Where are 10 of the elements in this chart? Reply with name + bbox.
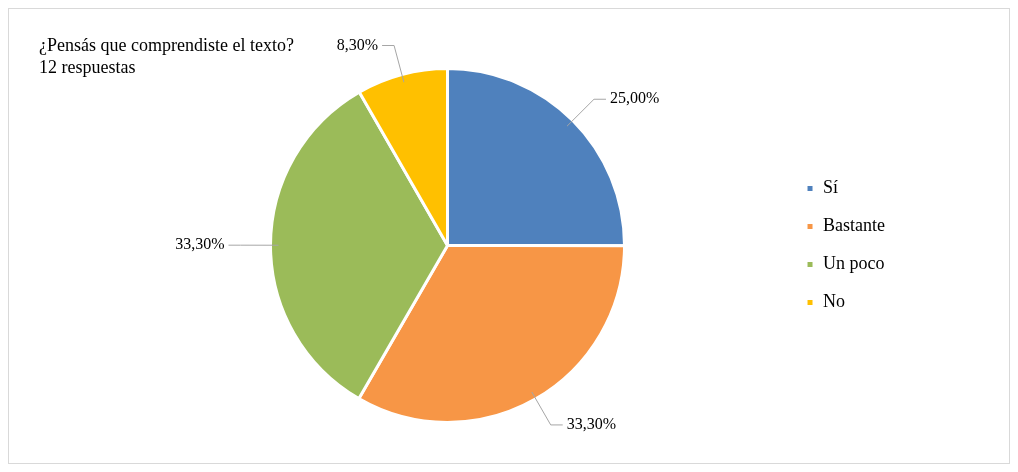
data-label: 33,30%: [566, 415, 617, 433]
text: 12 respuestas: [39, 56, 137, 78]
data-label: 25,00%: [610, 89, 660, 107]
legend-label: No: [823, 291, 846, 312]
legend-label: Bastante: [823, 215, 886, 236]
data-label: 8,30%: [336, 35, 379, 53]
data-label: 33,30%: [175, 235, 225, 253]
chart-title: ¿Pensás que comprendiste el texto?: [39, 34, 294, 56]
legend-label: Sí: [823, 177, 839, 198]
legend-label: Un poco: [823, 253, 885, 274]
